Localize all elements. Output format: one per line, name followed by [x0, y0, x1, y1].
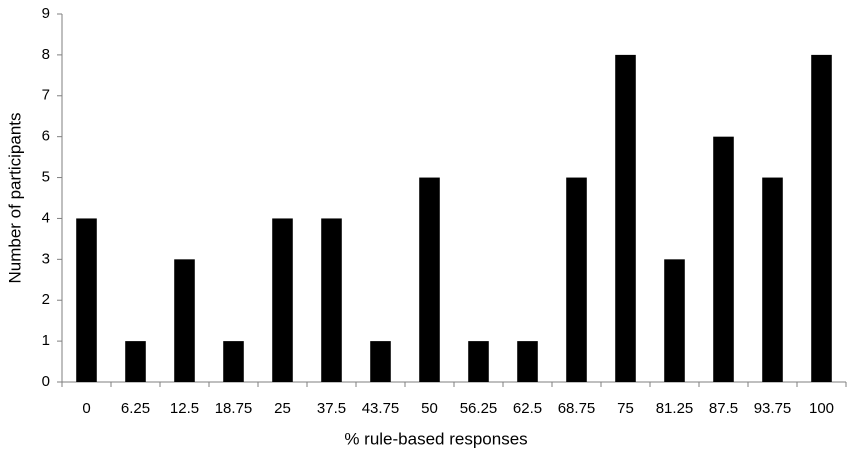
x-tick-label: 93.75 [754, 400, 792, 417]
x-tick-label: 87.5 [709, 400, 738, 417]
bar [615, 54, 636, 383]
x-tick-label: 56.25 [460, 400, 498, 417]
y-tick-label: 3 [42, 250, 50, 267]
y-tick-label: 4 [42, 209, 50, 226]
bar [125, 341, 146, 382]
x-tick-label: 50 [421, 400, 438, 417]
bar [272, 218, 293, 382]
x-tick-label: 43.75 [362, 400, 400, 417]
bar [713, 136, 734, 382]
bar [811, 54, 832, 383]
bar [223, 341, 244, 382]
x-tick-label: 81.25 [656, 400, 694, 417]
x-tick-label: 75 [617, 400, 634, 417]
bar [76, 218, 97, 382]
x-tick-label: 0 [82, 400, 90, 417]
bar [370, 341, 391, 382]
x-tick-label: 18.75 [215, 400, 253, 417]
bar [566, 177, 587, 382]
y-tick-label: 2 [42, 291, 50, 308]
bar [517, 341, 538, 382]
x-tick-label: 100 [809, 400, 834, 417]
y-tick-label: 5 [42, 169, 50, 186]
y-tick-label: 8 [42, 46, 50, 63]
bar [419, 177, 440, 382]
x-axis-label: % rule-based responses [344, 429, 527, 448]
y-tick-label: 7 [42, 87, 50, 104]
y-tick-label: 1 [42, 332, 50, 349]
x-tick-label: 25 [274, 400, 291, 417]
y-tick-label: 6 [42, 128, 50, 145]
bar [174, 259, 195, 382]
bar [762, 177, 783, 382]
x-tick-label: 62.5 [513, 400, 542, 417]
y-axis-label: Number of participants [5, 112, 24, 283]
x-tick-label: 6.25 [121, 400, 150, 417]
x-tick-label: 68.75 [558, 400, 596, 417]
bar [468, 341, 489, 382]
bar [321, 218, 342, 382]
x-tick-label: 37.5 [317, 400, 346, 417]
bar [664, 259, 685, 382]
y-tick-label: 0 [42, 373, 50, 390]
y-tick-label: 9 [42, 5, 50, 22]
x-tick-label: 12.5 [170, 400, 199, 417]
